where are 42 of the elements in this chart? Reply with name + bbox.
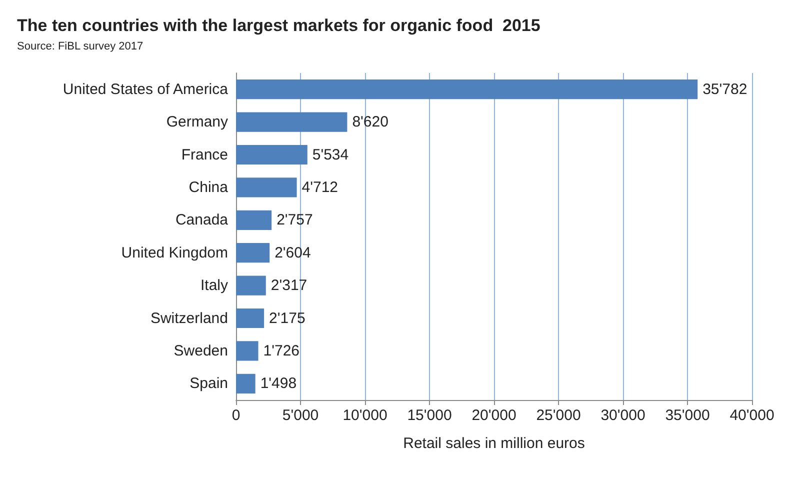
y-tick-label: United Kingdom — [121, 244, 228, 262]
chart-title: The ten countries with the largest markets for organic food 2015 — [17, 16, 540, 35]
data-label: 2'175 — [269, 310, 306, 327]
x-tick-label: 25'000 — [536, 407, 581, 424]
bar — [236, 276, 266, 296]
bar — [236, 144, 308, 165]
data-label: 8'620 — [352, 114, 388, 131]
y-tick-label: China — [188, 178, 229, 196]
data-label: 4'712 — [302, 178, 338, 196]
x-axis-title: Retail sales in million euros — [403, 435, 585, 452]
x-tick-label: 30'000 — [600, 407, 646, 424]
bar — [236, 243, 270, 263]
bar — [236, 80, 698, 100]
data-label: 1'498 — [260, 375, 297, 392]
x-tick-label: 20'000 — [472, 407, 516, 424]
y-tick-label: United States of America — [62, 80, 229, 98]
data-label: 2'317 — [270, 277, 308, 294]
bar — [236, 178, 297, 198]
bar — [236, 374, 256, 394]
bar — [236, 308, 264, 328]
data-label: 35'782 — [702, 80, 748, 98]
y-tick-label: France — [181, 146, 228, 164]
text: Source: FiBL survey 2017 — [17, 40, 144, 52]
bar — [236, 210, 272, 230]
data-label: 5'534 — [312, 146, 349, 164]
x-tick-label: 10'000 — [342, 407, 388, 424]
y-tick-label: Sweden — [174, 342, 228, 360]
y-tick-label: Switzerland — [150, 310, 228, 327]
data-label: 2'604 — [274, 244, 311, 262]
bar — [236, 341, 258, 361]
bar — [236, 112, 348, 132]
data-label: 1'726 — [263, 342, 300, 360]
y-tick-label: Canada — [175, 212, 229, 229]
y-tick-label: Germany — [166, 114, 228, 131]
x-tick-label: 15'000 — [407, 407, 452, 424]
y-tick-label: Italy — [200, 277, 228, 294]
x-tick-label: 0 — [232, 407, 240, 424]
x-tick-label: 35'000 — [665, 407, 710, 424]
x-tick-label: 40'000 — [730, 407, 774, 424]
x-tick-label: 5'000 — [282, 407, 319, 424]
y-tick-label: Spain — [190, 375, 228, 392]
data-label: 2'757 — [276, 212, 313, 229]
